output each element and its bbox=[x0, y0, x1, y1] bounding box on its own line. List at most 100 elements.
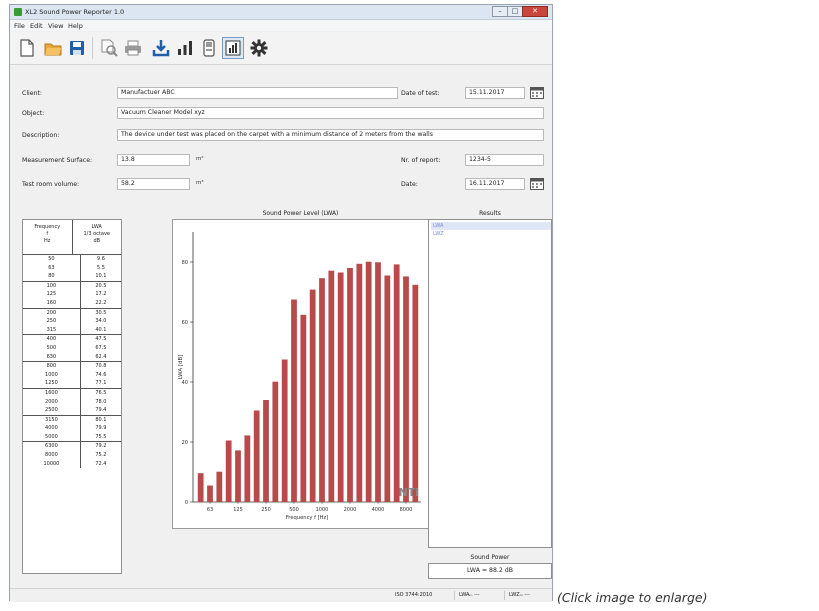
lwa-cell: 79.4 bbox=[95, 407, 107, 414]
header-frequency-symbol: f bbox=[46, 231, 49, 237]
volume-unit: m³ bbox=[196, 180, 204, 186]
lwa-cell: 78.0 bbox=[95, 398, 107, 405]
settings-gear-icon[interactable] bbox=[248, 37, 270, 59]
calendar-icon[interactable] bbox=[530, 178, 544, 190]
date-of-test-field[interactable]: 15.11.2017 bbox=[465, 87, 525, 99]
frequency-cell: 200 bbox=[23, 307, 81, 318]
menu-bar: File Edit View Help bbox=[10, 20, 552, 31]
report-no-field[interactable]: 1234-5 bbox=[465, 154, 544, 166]
volume-field[interactable]: 58.2 bbox=[117, 178, 190, 190]
device-icon[interactable] bbox=[198, 37, 220, 59]
lwa-cell: 76.5 bbox=[80, 387, 121, 398]
menu-edit[interactable]: Edit bbox=[30, 22, 43, 30]
x-tick-label: 63 bbox=[207, 507, 213, 513]
chart-frame: 0 20 40 60 80 LWA [dB] 63 125 250 500 1000 2000 4000… bbox=[172, 219, 429, 529]
frequency-cell: 50 bbox=[23, 255, 81, 264]
bar-5000hz bbox=[384, 275, 391, 502]
table-row: 2500 79.4 bbox=[23, 406, 121, 416]
lwa-cell: 47.5 bbox=[80, 334, 121, 344]
object-label: Object: bbox=[22, 110, 45, 117]
frequency-cell: 400 bbox=[23, 334, 81, 344]
result-item-lwa[interactable]: LWA bbox=[431, 222, 551, 230]
menu-view[interactable]: View bbox=[48, 22, 64, 30]
header-db: dB bbox=[93, 238, 101, 244]
chart-view-icon[interactable] bbox=[222, 37, 244, 59]
table-row: 8000 75.2 bbox=[23, 451, 121, 460]
bar-100hz bbox=[225, 440, 232, 502]
table-row: 80 10.1 bbox=[23, 272, 121, 282]
client-label: Client: bbox=[22, 90, 42, 97]
surface-field[interactable]: 13.8 bbox=[117, 154, 190, 166]
enlarge-caption[interactable]: (Click image to enlarge) bbox=[557, 590, 708, 605]
frequency-cell: 1000 bbox=[23, 370, 81, 380]
y-axis-label: LWA [dB] bbox=[178, 355, 184, 380]
print-preview-icon[interactable] bbox=[98, 37, 120, 59]
table-row: 63 5.5 bbox=[23, 263, 121, 273]
y-tick-label: 40 bbox=[182, 380, 188, 386]
frequency-cell: 500 bbox=[23, 343, 81, 353]
date-field[interactable]: 16.11.2017 bbox=[465, 178, 525, 190]
menu-file[interactable]: File bbox=[14, 22, 25, 30]
lwa-cell: 20.5 bbox=[80, 280, 121, 291]
printer-icon[interactable] bbox=[122, 37, 144, 59]
date-label: Date: bbox=[401, 181, 418, 188]
open-folder-icon[interactable] bbox=[42, 37, 64, 59]
close-icon[interactable]: ✕ bbox=[522, 6, 548, 17]
bar-levels-icon[interactable] bbox=[174, 37, 196, 59]
bar-63hz bbox=[207, 485, 213, 502]
bar-10000hz bbox=[412, 284, 419, 502]
toolbar bbox=[10, 32, 552, 65]
lwa-cell: 40.1 bbox=[95, 326, 107, 333]
table-row: 1000 74.6 bbox=[23, 370, 121, 380]
calendar-icon[interactable] bbox=[530, 87, 544, 99]
y-tick-label: 80 bbox=[182, 260, 188, 266]
lwa-cell: 10.1 bbox=[95, 273, 107, 280]
lwa-cell: 70.8 bbox=[80, 361, 121, 371]
header-frequency: Frequency bbox=[34, 224, 61, 230]
bar-315hz bbox=[272, 381, 279, 502]
frequency-cell: 100 bbox=[23, 280, 81, 291]
table-row: 4000 79.9 bbox=[23, 424, 121, 433]
date-of-test-label: Date of test: bbox=[401, 90, 440, 97]
table-row: 125 17.2 bbox=[23, 290, 121, 299]
client-field[interactable]: Manufactuer ABC bbox=[117, 87, 398, 99]
minimize-icon[interactable]: – bbox=[492, 6, 508, 17]
table-row: 3150 80.1 bbox=[23, 414, 121, 425]
save-disk-icon[interactable] bbox=[66, 37, 88, 59]
status-standard: ISO 3744:2010 bbox=[395, 592, 433, 598]
frequency-cell: 800 bbox=[23, 361, 81, 371]
y-tick-label: 20 bbox=[182, 440, 188, 446]
frequency-cell: 3150 bbox=[23, 414, 81, 425]
lwa-cell: 80.1 bbox=[80, 414, 121, 425]
new-document-icon[interactable] bbox=[16, 37, 38, 59]
results-list: LWA LWZ bbox=[428, 219, 552, 548]
frequency-cell: 10000 bbox=[23, 459, 81, 469]
description-field[interactable]: The device under test was placed on the … bbox=[117, 129, 544, 141]
menu-help[interactable]: Help bbox=[68, 22, 83, 30]
y-tick-label: 60 bbox=[182, 320, 188, 326]
maximize-icon[interactable]: □ bbox=[507, 6, 523, 17]
bar-1250hz bbox=[328, 270, 335, 502]
table-row: 2000 78.0 bbox=[23, 397, 121, 407]
volume-label: Test room volume: bbox=[22, 181, 80, 188]
sound-power-value: LWA = 88.2 dB bbox=[428, 563, 552, 579]
x-tick-label: 2000 bbox=[344, 507, 357, 513]
bar-80hz bbox=[216, 471, 223, 502]
download-icon[interactable] bbox=[150, 37, 172, 59]
lwa-cell: 79.9 bbox=[95, 425, 107, 432]
result-item-lwz[interactable]: LWZ bbox=[433, 231, 444, 237]
x-tick-label: 250 bbox=[261, 507, 271, 513]
frequency-cell: 1600 bbox=[23, 387, 81, 398]
lwa-cell: 22.2 bbox=[95, 299, 107, 306]
bar-630hz bbox=[300, 314, 307, 502]
window-title: XL2 Sound Power Reporter 1.0 bbox=[25, 8, 125, 16]
object-field[interactable]: Vacuum Cleaner Model xyz bbox=[117, 107, 544, 119]
table-row: 315 40.1 bbox=[23, 325, 121, 335]
lwa-cell: 75.2 bbox=[95, 452, 107, 459]
chart-title: Sound Power Level (LWA) bbox=[262, 210, 339, 217]
ntip-watermark: NTi bbox=[399, 486, 419, 499]
lwa-cell: 30.5 bbox=[80, 307, 121, 318]
table-row: 1600 76.5 bbox=[23, 387, 121, 398]
bar-500hz bbox=[291, 299, 297, 502]
lwa-cell: 75.5 bbox=[95, 433, 107, 440]
